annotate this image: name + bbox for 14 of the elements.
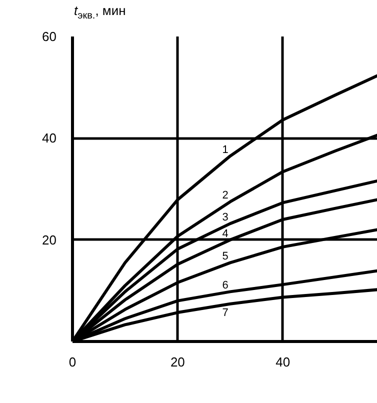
series-label: 2 xyxy=(222,190,228,202)
series-label: 6 xyxy=(222,280,228,292)
y-tick-label: 20 xyxy=(42,232,57,248)
x-tick-label: 40 xyxy=(276,354,290,370)
series-label: 7 xyxy=(222,306,228,319)
y-axis-title: t$_{экв.}$, мин xyxy=(74,2,126,24)
x-tick-label: 0 xyxy=(68,354,76,370)
series-label: 1 xyxy=(222,144,228,156)
series-label: 5 xyxy=(222,250,228,263)
series-label: 4 xyxy=(222,228,228,240)
y-tick-label: 40 xyxy=(42,130,57,146)
x-tick-label: 20 xyxy=(170,354,185,370)
y-tick-label: 60 xyxy=(42,29,57,44)
series-label: 3 xyxy=(222,212,228,224)
